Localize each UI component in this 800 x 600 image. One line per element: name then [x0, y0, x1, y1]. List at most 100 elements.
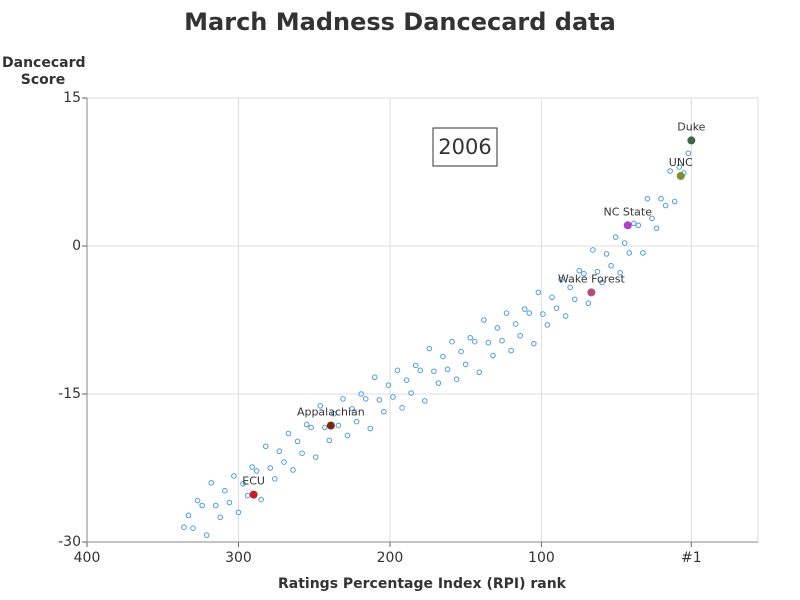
point-label: Duke: [677, 120, 705, 133]
point: [226, 499, 233, 506]
point: [540, 311, 546, 317]
point: [235, 509, 242, 516]
x-tick-label: 200: [377, 550, 404, 566]
point: [399, 405, 405, 411]
point: [253, 468, 260, 474]
point-label: Wake Forest: [558, 272, 626, 285]
point: [549, 294, 555, 301]
x-tick-label: #1: [681, 550, 702, 566]
point: [408, 390, 414, 396]
chart-title: March Madness Dancecard data: [184, 8, 616, 36]
point: [590, 247, 596, 253]
point: [585, 300, 592, 307]
point: [635, 222, 642, 229]
point: [676, 164, 683, 170]
point: [508, 347, 514, 354]
point: [344, 432, 351, 439]
annotation-box: [432, 127, 498, 167]
point: [240, 480, 246, 487]
point: [349, 406, 355, 412]
point: [185, 512, 192, 519]
point: [426, 345, 433, 352]
point: [562, 313, 569, 319]
point: [599, 279, 605, 286]
point: [653, 225, 660, 232]
point-label: ECU: [242, 475, 265, 488]
highlight-point: [676, 171, 685, 180]
point: [608, 262, 614, 269]
point: [571, 296, 578, 303]
y-axis-label: Dancecard Score: [2, 55, 86, 88]
point: [544, 322, 551, 328]
point: [203, 532, 210, 538]
point: [685, 150, 692, 157]
point: [199, 502, 205, 509]
point: [444, 366, 451, 373]
point: [358, 391, 364, 397]
point: [308, 424, 314, 431]
point: [476, 369, 483, 376]
point: [303, 421, 310, 428]
point: [390, 394, 396, 400]
point: [276, 448, 283, 455]
point: [190, 525, 196, 531]
point: [458, 348, 464, 355]
point: [462, 361, 469, 368]
point: [481, 317, 487, 323]
x-tick-label: 400: [74, 550, 101, 566]
highlight-point: [587, 288, 596, 297]
point: [412, 362, 419, 369]
point: [612, 234, 619, 240]
point: [667, 168, 673, 174]
y-tick-label: 0: [72, 238, 81, 254]
point: [272, 476, 278, 482]
point: [503, 310, 510, 316]
point: [494, 325, 501, 331]
point: [231, 473, 237, 479]
point-label: UNC: [669, 156, 693, 169]
point: [294, 438, 301, 445]
point: [581, 270, 587, 277]
point: [471, 338, 478, 345]
point: [526, 310, 533, 316]
point: [517, 332, 523, 339]
point: [290, 467, 296, 473]
point: [367, 425, 374, 432]
point: [576, 267, 583, 274]
point: [322, 424, 328, 431]
point: [644, 195, 651, 202]
point: [531, 340, 537, 347]
y-tick-label: -30: [58, 534, 81, 550]
point: [371, 374, 378, 381]
point: [181, 524, 187, 531]
plot-frame: [86, 97, 759, 543]
point: [453, 376, 460, 383]
point: [535, 289, 542, 296]
point: [499, 337, 505, 344]
x-axis-label: Ratings Percentage Index (RPI) rank: [278, 576, 567, 592]
point: [249, 464, 255, 470]
point-label: NC State: [603, 205, 652, 218]
point: [340, 396, 346, 402]
point: [217, 514, 224, 521]
point: [594, 268, 601, 275]
point: [521, 306, 528, 312]
point: [222, 487, 228, 494]
point: [194, 497, 201, 504]
point: [485, 339, 492, 346]
y-tick-label: 15: [63, 90, 81, 106]
point: [558, 276, 564, 283]
point: [431, 368, 437, 375]
point: [331, 410, 337, 417]
point: [617, 269, 623, 276]
point: [394, 367, 401, 374]
point: [326, 437, 333, 444]
point: [449, 338, 455, 345]
point: [421, 398, 428, 404]
point: [258, 496, 264, 503]
point: [335, 422, 342, 429]
point: [281, 459, 287, 465]
point: [626, 250, 633, 256]
